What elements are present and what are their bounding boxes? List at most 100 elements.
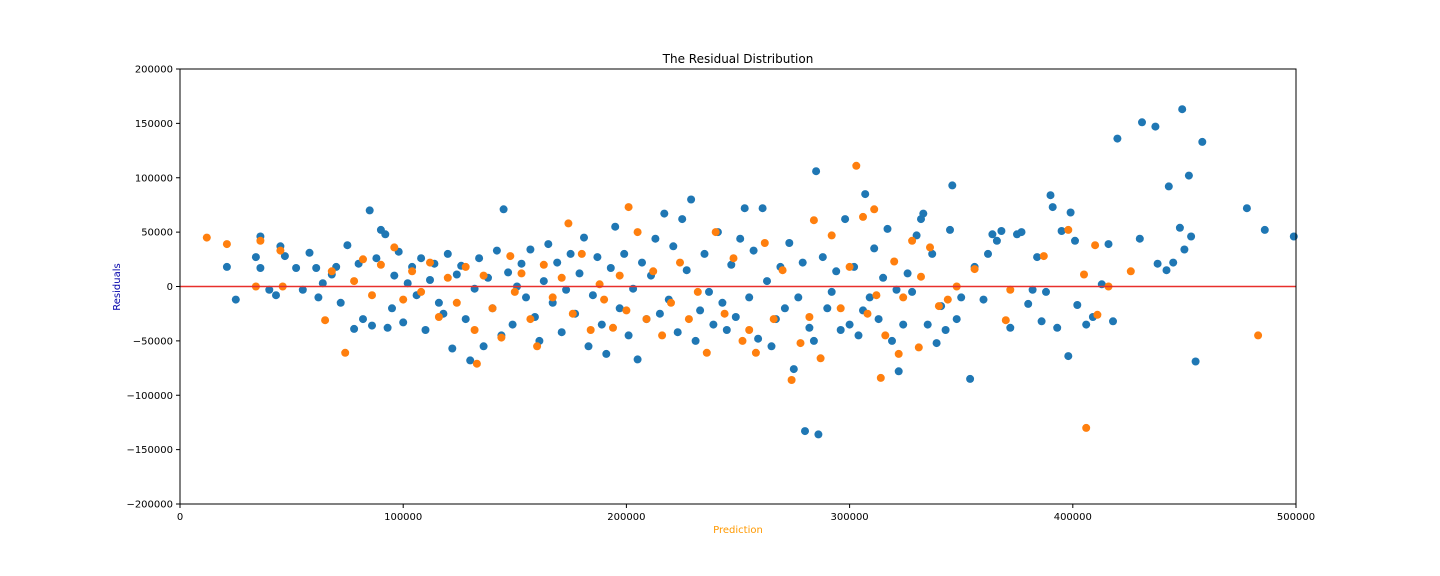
scatter-point-series-0-188 bbox=[1109, 317, 1117, 326]
scatter-point-series-0-148 bbox=[908, 287, 917, 296]
scatter-point-series-0-98 bbox=[696, 306, 705, 315]
scatter-point-series-1-98 bbox=[1126, 267, 1135, 276]
scatter-point-series-0-171 bbox=[1024, 299, 1033, 308]
scatter-point-series-0-151 bbox=[919, 209, 928, 218]
scatter-point-series-1-56 bbox=[729, 254, 738, 263]
scatter-point-series-0-22 bbox=[365, 206, 374, 215]
scatter-point-series-0-58 bbox=[517, 259, 526, 268]
scatter-point-series-0-93 bbox=[673, 328, 682, 337]
scatter-point-series-1-57 bbox=[738, 336, 747, 345]
scatter-point-series-0-14 bbox=[318, 279, 327, 288]
scatter-point-series-0-175 bbox=[1042, 287, 1050, 296]
scatter-point-series-1-21 bbox=[461, 262, 470, 271]
scatter-point-series-0-156 bbox=[941, 326, 950, 334]
scatter-point-series-0-130 bbox=[832, 267, 841, 276]
scatter-point-series-1-12 bbox=[376, 260, 385, 269]
scatter-point-series-1-85 bbox=[934, 302, 943, 311]
x-tick-label: 100000 bbox=[384, 512, 422, 523]
scatter-point-series-1-88 bbox=[970, 265, 979, 274]
scatter-point-series-0-109 bbox=[745, 293, 754, 302]
scatter-point-series-1-18 bbox=[434, 313, 443, 321]
scatter-point-series-1-96 bbox=[1093, 310, 1102, 319]
scatter-point-series-1-74 bbox=[870, 205, 879, 214]
scatter-point-series-0-94 bbox=[678, 215, 687, 224]
scatter-point-series-0-29 bbox=[390, 271, 399, 280]
scatter-point-series-1-27 bbox=[506, 252, 515, 261]
scatter-point-series-1-44 bbox=[624, 203, 633, 212]
scatter-point-series-0-104 bbox=[722, 326, 731, 334]
scatter-point-series-0-123 bbox=[805, 323, 814, 332]
scatter-point-series-0-99 bbox=[700, 249, 709, 258]
scatter-point-series-0-118 bbox=[785, 239, 794, 247]
scatter-point-series-0-165 bbox=[988, 230, 997, 239]
scatter-point-series-0-145 bbox=[894, 367, 903, 376]
scatter-point-series-0-72 bbox=[580, 233, 588, 242]
y-tick-label: 100000 bbox=[135, 173, 173, 184]
scatter-point-series-1-37 bbox=[577, 249, 586, 258]
scatter-point-series-0-80 bbox=[615, 304, 624, 313]
scatter-point-series-0-128 bbox=[823, 304, 832, 313]
x-tick-label: 400000 bbox=[1054, 512, 1092, 523]
scatter-point-series-0-198 bbox=[1178, 105, 1187, 114]
scatter-point-series-0-56 bbox=[508, 320, 517, 329]
y-tick-label: 150000 bbox=[135, 119, 173, 130]
scatter-point-series-0-206 bbox=[1289, 232, 1298, 241]
scatter-point-series-0-68 bbox=[562, 285, 571, 294]
scatter-point-series-0-17 bbox=[336, 298, 345, 307]
scatter-point-series-1-11 bbox=[368, 291, 376, 300]
y-tick-label: 0 bbox=[167, 282, 173, 293]
scatter-point-series-0-0 bbox=[222, 262, 231, 271]
scatter-point-series-1-92 bbox=[1064, 225, 1073, 234]
scatter-point-series-1-1 bbox=[222, 240, 231, 249]
scatter-point-series-0-192 bbox=[1151, 122, 1160, 131]
scatter-point-series-1-32 bbox=[539, 260, 548, 269]
scatter-point-series-1-80 bbox=[899, 293, 908, 302]
scatter-point-series-1-61 bbox=[769, 315, 778, 324]
scatter-point-series-1-16 bbox=[417, 287, 426, 296]
scatter-point-series-1-49 bbox=[667, 298, 675, 307]
scatter-point-series-1-42 bbox=[615, 271, 624, 280]
scatter-point-series-1-17 bbox=[426, 258, 434, 267]
scatter-point-series-0-105 bbox=[727, 260, 736, 269]
scatter-point-series-0-81 bbox=[620, 249, 629, 258]
scatter-point-series-0-125 bbox=[812, 167, 821, 176]
scatter-point-series-0-110 bbox=[749, 246, 758, 255]
scatter-point-series-0-180 bbox=[1064, 352, 1073, 361]
scatter-point-series-1-29 bbox=[517, 269, 526, 278]
scatter-point-series-0-135 bbox=[854, 331, 863, 340]
scatter-point-series-1-72 bbox=[859, 212, 867, 221]
scatter-point-series-0-1 bbox=[231, 295, 240, 304]
scatter-point-series-1-35 bbox=[564, 219, 573, 228]
scatter-point-series-0-52 bbox=[492, 246, 501, 255]
scatter-point-series-0-191 bbox=[1138, 118, 1146, 127]
y-tick-label: −150000 bbox=[126, 445, 173, 456]
scatter-point-series-0-127 bbox=[818, 253, 827, 262]
scatter-point-series-0-190 bbox=[1135, 234, 1144, 243]
scatter-point-series-0-132 bbox=[841, 215, 850, 224]
scatter-point-series-0-179 bbox=[1057, 227, 1066, 235]
scatter-point-series-0-75 bbox=[593, 253, 602, 262]
scatter-point-series-0-154 bbox=[932, 339, 941, 348]
scatter-point-series-1-6 bbox=[321, 316, 330, 325]
scatter-point-series-0-129 bbox=[827, 287, 836, 296]
scatter-point-series-0-92 bbox=[669, 242, 678, 251]
x-axis: 0 100000 200000 300000 400000 500000 bbox=[177, 504, 1315, 523]
scatter-point-series-0-42 bbox=[448, 344, 457, 353]
scatter-point-series-1-30 bbox=[526, 315, 535, 324]
scatter-point-series-0-35 bbox=[417, 254, 426, 263]
scatter-point-series-1-20 bbox=[452, 298, 461, 307]
scatter-point-series-0-182 bbox=[1071, 236, 1079, 245]
scatter-point-series-0-97 bbox=[691, 336, 700, 345]
scatter-point-series-0-67 bbox=[557, 328, 566, 337]
scatter-point-series-0-45 bbox=[461, 315, 470, 324]
scatter-point-series-1-48 bbox=[658, 331, 667, 340]
scatter-point-series-1-54 bbox=[711, 228, 720, 237]
scatter-point-series-1-94 bbox=[1082, 423, 1091, 432]
y-tick-label: −100000 bbox=[126, 391, 173, 402]
scatter-point-series-1-33 bbox=[548, 293, 557, 302]
scatter-point-series-1-83 bbox=[917, 272, 925, 281]
scatter-point-series-0-202 bbox=[1191, 357, 1200, 366]
scatter-point-series-0-4 bbox=[256, 264, 265, 272]
scatter-point-series-0-37 bbox=[426, 276, 434, 284]
